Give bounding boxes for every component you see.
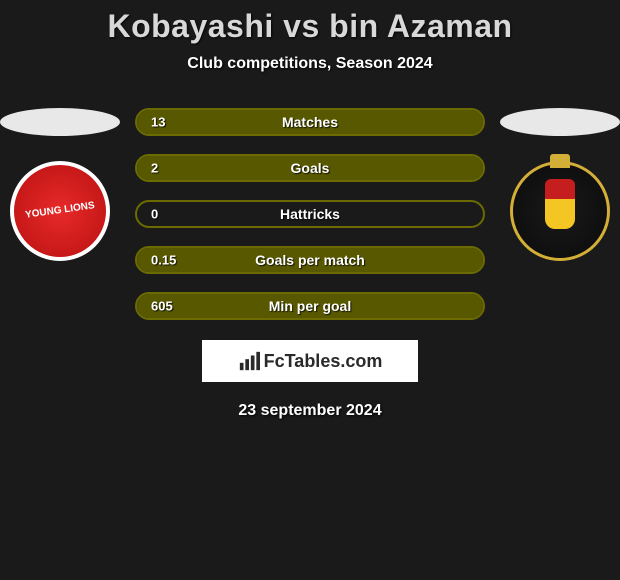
stat-value-left: 2 [151, 161, 158, 176]
page-subtitle: Club competitions, Season 2024 [0, 55, 620, 73]
stat-bar-goals-per-match: 0.15 Goals per match [135, 246, 485, 274]
right-side [500, 108, 620, 261]
stat-label: Goals [291, 160, 330, 176]
left-side: YOUNG LIONS [0, 108, 120, 261]
stat-label: Matches [282, 114, 338, 130]
bar-chart-icon [238, 350, 260, 372]
stat-label: Hattricks [280, 206, 340, 222]
stat-label: Min per goal [269, 298, 351, 314]
stat-value-left: 0 [151, 207, 158, 222]
attribution-badge[interactable]: FcTables.com [202, 340, 418, 382]
stat-bar-goals: 2 Goals [135, 154, 485, 182]
stat-value-left: 0.15 [151, 253, 176, 268]
stats-column: 13 Matches 2 Goals 0 Hattricks 0.15 Goal… [120, 108, 500, 320]
page-title: Kobayashi vs bin Azaman [0, 8, 620, 45]
stat-value-left: 605 [151, 299, 173, 314]
attribution-text: FcTables.com [264, 351, 383, 372]
team-logo-left: YOUNG LIONS [10, 161, 110, 261]
stat-bar-hattricks: 0 Hattricks [135, 200, 485, 228]
stat-bar-min-per-goal: 605 Min per goal [135, 292, 485, 320]
comparison-card: Kobayashi vs bin Azaman Club competition… [0, 0, 620, 420]
main-row: YOUNG LIONS 13 Matches 2 Goals 0 Hattric… [0, 108, 620, 320]
stat-value-left: 13 [151, 115, 165, 130]
footer-date: 23 september 2024 [0, 402, 620, 420]
stat-label: Goals per match [255, 252, 365, 268]
team-logo-left-text: YOUNG LIONS [25, 201, 96, 221]
player-silhouette-left [0, 108, 120, 136]
stat-bar-matches: 13 Matches [135, 108, 485, 136]
team-logo-right [510, 161, 610, 261]
player-silhouette-right [500, 108, 620, 136]
